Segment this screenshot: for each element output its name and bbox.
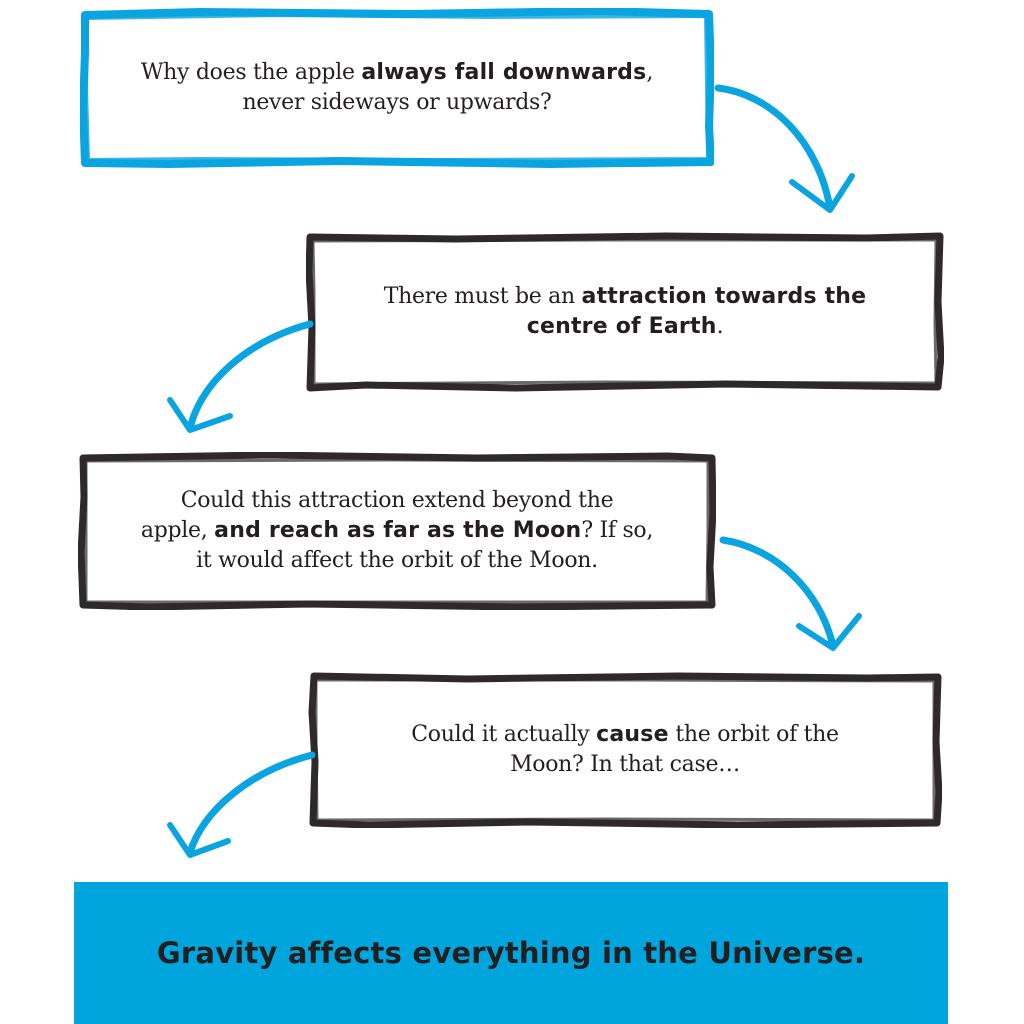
curved-arrow-right-2 (719, 536, 862, 651)
emphasis-text: always fall downwards (361, 60, 647, 85)
curved-arrow-left-2 (167, 751, 316, 858)
emphasis-text: and reach as far as the Moon (214, 518, 582, 543)
step-box-1: Why does the apple always fall downwards… (80, 8, 714, 168)
body-text: it would affect the orbit of the Moon. (196, 548, 598, 573)
body-text: There must be an (383, 284, 582, 309)
body-text: Could it actually (411, 722, 597, 747)
curved-arrow-right-1 (714, 84, 855, 213)
body-text: . (716, 314, 724, 339)
curved-arrow-left-1 (167, 320, 314, 433)
step-text-4: Could it actually cause the orbit of the… (411, 720, 839, 780)
body-text: Why does the apple (140, 60, 362, 85)
body-text: , (646, 60, 654, 85)
body-text: apple, (140, 518, 215, 543)
body-text: Could this attraction extend beyond the (180, 488, 614, 513)
body-text: never sideways or upwards? (242, 90, 552, 115)
step-box-4: Could it actually cause the orbit of the… (308, 672, 942, 828)
body-text: Moon? In that case… (510, 752, 740, 777)
step-text-2: There must be an attraction towards the c… (384, 282, 867, 342)
emphasis-text: attraction towards the (581, 284, 867, 309)
emphasis-text: cause (596, 722, 669, 747)
step-box-3: Could this attraction extend beyond the a… (78, 452, 716, 610)
conclusion-banner: Gravity affects everything in the Univer… (74, 882, 948, 1024)
step-text-1: Why does the apple always fall downwards… (140, 58, 654, 118)
conclusion-text: Gravity affects everything in the Univer… (156, 936, 866, 970)
body-text: the orbit of the (668, 722, 839, 747)
body-text: ? If so, (581, 518, 654, 543)
step-box-2: There must be an attraction towards the c… (306, 232, 944, 392)
emphasis-text: centre of Earth (526, 314, 717, 339)
step-text-3: Could this attraction extend beyond the a… (141, 486, 653, 576)
